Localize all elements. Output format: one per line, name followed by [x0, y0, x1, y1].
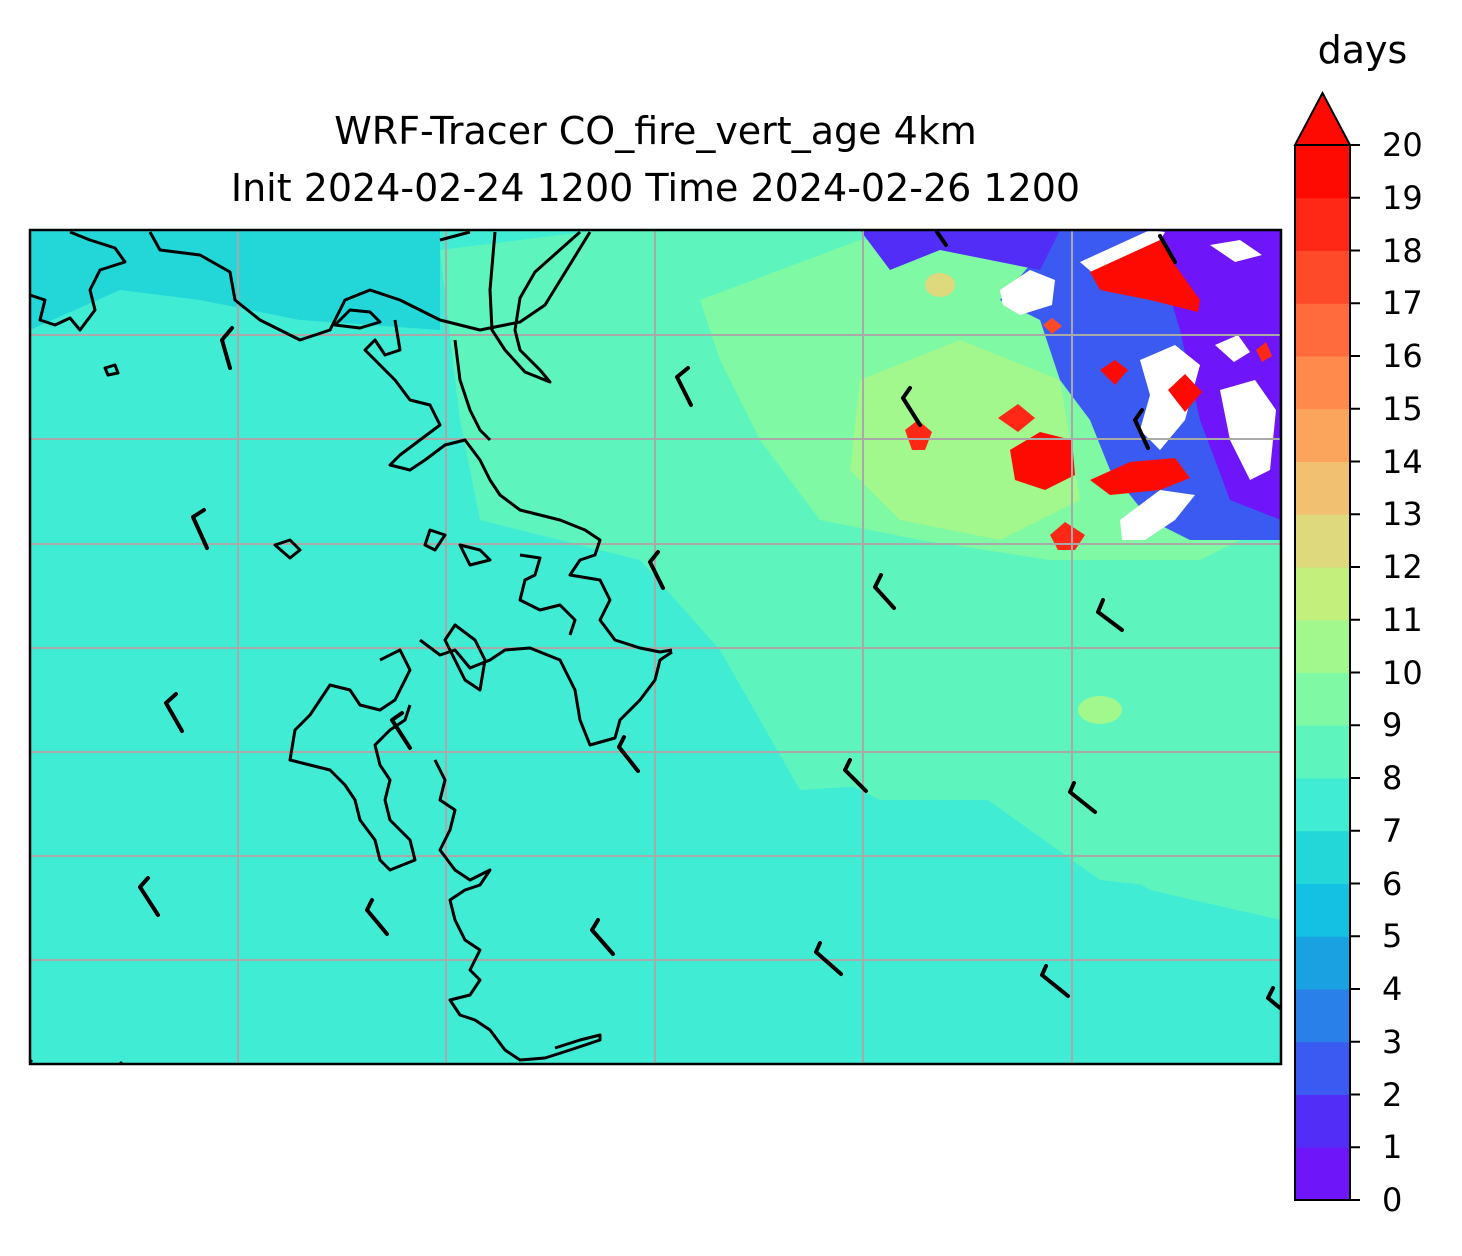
gridlines — [30, 230, 1281, 1064]
field-spot-warm-1 — [925, 273, 955, 297]
field-masked-2 — [1000, 270, 1055, 315]
colorbar-segment — [1295, 778, 1350, 832]
colorbar-tick-label: 1 — [1382, 1128, 1403, 1167]
colorbar-segment — [1295, 883, 1350, 937]
field-masked-5 — [1120, 490, 1195, 540]
colorbar-segment — [1295, 356, 1350, 410]
colorbar-tick-label: 11 — [1382, 600, 1423, 639]
colorbar-segment — [1295, 567, 1350, 621]
colorbar-tick-label: 7 — [1382, 811, 1403, 850]
colorbar-tick-label: 10 — [1382, 653, 1423, 692]
colorbar-segment — [1295, 408, 1350, 462]
fire-plume-6 — [905, 420, 932, 450]
fire-plume-4 — [998, 404, 1035, 432]
map-frame — [28, 228, 1283, 1066]
fire-plume-9 — [1043, 318, 1062, 334]
colorbar-segment — [1295, 1041, 1350, 1095]
colorbar-tick-label: 13 — [1382, 495, 1423, 534]
field-spot-warm-2 — [1078, 696, 1122, 724]
colorbar-segment — [1295, 514, 1350, 568]
fire-plume-1 — [1090, 240, 1200, 312]
colorbar-tick-label: 12 — [1382, 548, 1423, 586]
colorbar-segment — [1295, 725, 1350, 779]
field-masked-3 — [1140, 345, 1200, 450]
fire-plume-8 — [1168, 374, 1202, 412]
colorbar-tick-label: 2 — [1382, 1075, 1403, 1114]
colorbar-tick-label: 0 — [1382, 1181, 1403, 1219]
colorbar-tick-label: 6 — [1382, 864, 1403, 903]
colorbar-units-label: days — [1317, 28, 1408, 72]
field-masked-4 — [1220, 380, 1276, 480]
field-contours — [30, 230, 1281, 1064]
colorbar-segment — [1295, 197, 1350, 251]
field-low-age-n — [860, 230, 1060, 270]
colorbar-segment — [1295, 461, 1350, 515]
map-title-line1: WRF-Tracer CO_fire_vert_age 4km — [334, 109, 977, 153]
wind-barbs — [138, 230, 1281, 1010]
colorbar-segment — [1295, 936, 1350, 990]
colorbar-tick-label: 8 — [1382, 759, 1403, 797]
colorbar-tick-label: 3 — [1382, 1022, 1403, 1061]
colorbar-tick-label: 19 — [1382, 178, 1423, 217]
fire-plume-2 — [1010, 432, 1075, 490]
colorbar-segment — [1295, 250, 1350, 304]
field-masked-7 — [1210, 240, 1262, 262]
colorbar-segment — [1295, 145, 1350, 199]
field-masked-1 — [1080, 230, 1165, 275]
colorbar-tick-label: 20 — [1382, 126, 1423, 164]
colorbar-tick-label: 18 — [1382, 231, 1423, 270]
field-east-band-2 — [800, 700, 1281, 920]
map-title-line2: Init 2024-02-24 1200 Time 2024-02-26 120… — [230, 166, 1081, 210]
field-masked-6 — [1215, 335, 1250, 362]
fire-plume-10 — [1256, 342, 1272, 362]
colorbar-tick-label: 5 — [1382, 917, 1403, 956]
colorbar-segment — [1295, 1147, 1350, 1201]
colorbar-tick-label: 14 — [1382, 442, 1423, 481]
colorbar-segment — [1295, 1094, 1350, 1148]
colorbar-tick-label: 15 — [1382, 389, 1423, 428]
colorbar-extend-arrow — [1293, 90, 1352, 146]
colorbar — [1293, 90, 1360, 1201]
fire-plume-3 — [1090, 458, 1190, 495]
coastlines — [30, 230, 673, 1064]
colorbar-segment — [1295, 989, 1350, 1043]
colorbar-tick-label: 17 — [1382, 284, 1423, 323]
colorbar-tick-label: 9 — [1382, 706, 1403, 745]
colorbar-segment — [1295, 303, 1350, 357]
field-west-ocean — [30, 230, 440, 330]
colorbar-tick-label: 16 — [1382, 337, 1423, 375]
fire-plume-7 — [1100, 360, 1128, 385]
colorbar-segment — [1295, 830, 1350, 884]
colorbar-tick-label: 4 — [1382, 970, 1403, 1008]
colorbar-segment — [1295, 619, 1350, 673]
colorbar-segment — [1295, 672, 1350, 726]
